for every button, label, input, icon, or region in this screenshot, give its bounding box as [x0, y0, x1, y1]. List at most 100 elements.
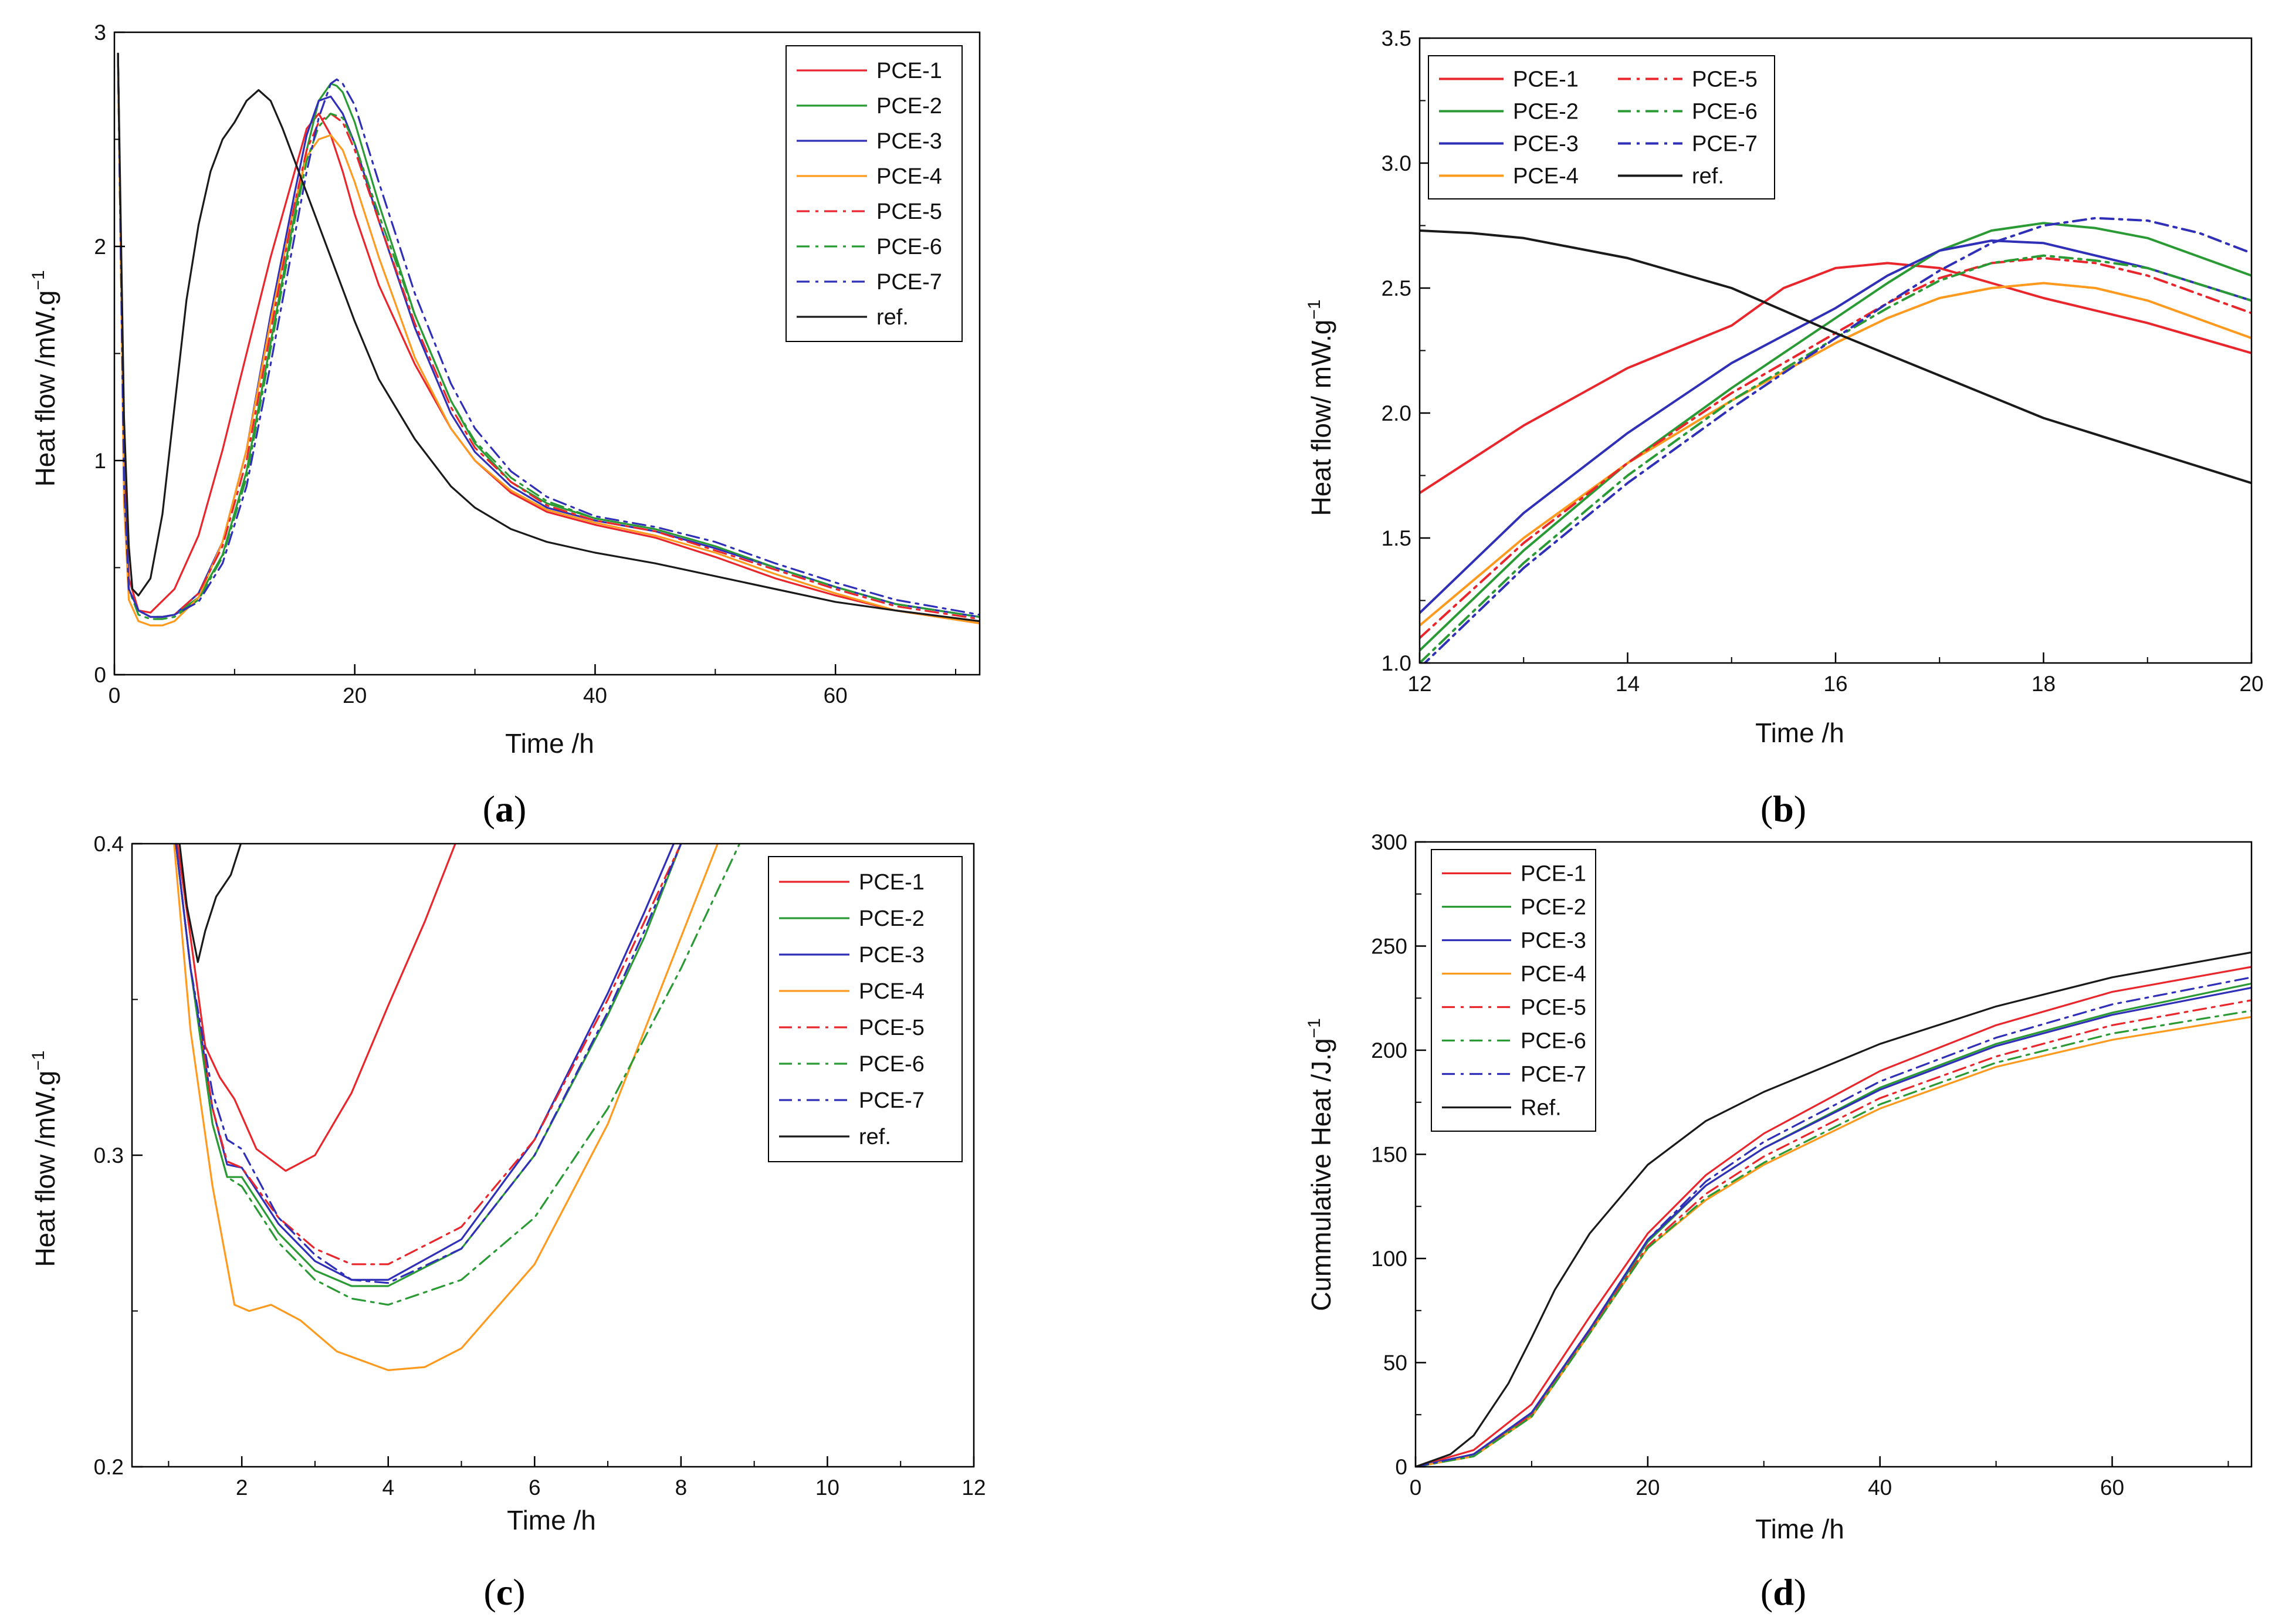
panel-c: 2 4 6 8 10 12 0.2 0.3 0.4 Time /h Heat flow /mW… — [29, 832, 986, 1613]
x-tick-label: 0 — [1410, 1476, 1422, 1500]
legend-label: PCE-3 — [876, 129, 942, 154]
series-line-pce6 — [117, 52, 980, 620]
x-tick-label: 12 — [961, 1476, 986, 1500]
y-tick-label: 0 — [1395, 1455, 1407, 1479]
legend-label: PCE-5 — [859, 1016, 925, 1040]
series-line-pce1 — [117, 52, 980, 624]
legend-label: PCE-1 — [1521, 862, 1586, 887]
x-tick-label: 4 — [382, 1476, 394, 1500]
y-tick-labels-b: 1.0 1.5 2.0 2.5 3.0 3.5 — [1382, 26, 1411, 675]
legend-label: PCE-6 — [859, 1052, 925, 1077]
series-line-pce4 — [117, 52, 980, 627]
x-tick-label: 0 — [109, 684, 121, 708]
legend-label: PCE-6 — [876, 235, 942, 259]
series-line-pce1 — [1420, 262, 2251, 495]
y-tick-label: 300 — [1371, 830, 1407, 854]
y-tick-label: 0.3 — [94, 1143, 124, 1168]
y-tick-label: 1 — [94, 449, 106, 473]
legend-label: PCE-2 — [1521, 895, 1586, 920]
x-tick-label: 40 — [1868, 1476, 1892, 1500]
series-line-ref — [1420, 229, 2251, 485]
series-line-pce7 — [117, 52, 980, 618]
legend-label: PCE-4 — [859, 979, 925, 1004]
y-axis-title-b: Heat flow/ mW.g−1 — [1305, 299, 1336, 516]
panel-label-b: (b) — [1760, 788, 1806, 830]
y-axis-title-d: Cummulative Heat /J.g−1 — [1305, 1018, 1336, 1311]
y-axis-title-a: Heat flow /mW.g−1 — [29, 270, 60, 486]
x-tick-label: 6 — [529, 1476, 541, 1500]
legend-b: PCE-1 PCE-5 PCE-2 PCE-6 PCE-3 PCE-7 PCE-4 ref. — [1428, 55, 1775, 199]
y-tick-labels-c: 0.2 0.3 0.4 — [94, 832, 124, 1479]
legend-c: PCE-1 PCE-2 PCE-3 PCE-4 PCE-5 PCE-6 PCE-7 ref. — [768, 856, 963, 1162]
panel-label-a: (a) — [483, 788, 527, 830]
y-tick-label: 2.5 — [1382, 276, 1411, 300]
legend-label: ref. — [876, 305, 909, 330]
panel-b: 12 14 16 18 20 1.0 1.5 2.0 2.5 3.0 3.5 Time /h He… — [1305, 26, 2264, 830]
y-tick-label: 2 — [94, 235, 106, 259]
y-tick-label: 0.4 — [94, 832, 124, 856]
x-tick-label: 12 — [1407, 672, 1431, 696]
x-tick-label: 40 — [583, 684, 607, 708]
series-group-c — [173, 844, 741, 1371]
x-axis-title-d: Time /h — [1755, 1514, 1844, 1544]
series-line-pce5 — [175, 844, 682, 1266]
series-group-d — [1416, 951, 2251, 1467]
x-axis-title-b: Time /h — [1755, 718, 1844, 748]
legend-label: PCE-1 — [1513, 67, 1579, 92]
series-line-pce2 — [175, 844, 682, 1287]
y-tick-label: 2.0 — [1382, 401, 1411, 425]
legend-label: PCE-3 — [859, 943, 925, 967]
legend-label: PCE-7 — [876, 270, 942, 295]
x-tick-label: 20 — [1636, 1476, 1660, 1500]
legend-label: PCE-4 — [1513, 164, 1579, 189]
legend-label: PCE-6 — [1692, 100, 1758, 124]
series-line-pce4 — [173, 844, 719, 1371]
legend-label: PCE-5 — [1521, 996, 1586, 1020]
x-tick-labels-c: 2 4 6 8 10 12 — [236, 1476, 986, 1500]
x-tick-labels-a: 0 20 40 60 — [109, 684, 848, 708]
legend-label: PCE-6 — [1521, 1029, 1586, 1054]
y-tick-label: 250 — [1371, 935, 1407, 959]
legend-label: PCE-7 — [859, 1088, 925, 1113]
series-line-pce7 — [175, 844, 682, 1284]
y-tick-label: 0 — [94, 663, 106, 687]
y-tick-label: 3.0 — [1382, 151, 1411, 175]
x-tick-label: 8 — [675, 1476, 688, 1500]
x-tick-label: 20 — [2239, 672, 2263, 696]
legend-label: PCE-7 — [1521, 1063, 1586, 1087]
x-tick-label: 16 — [1823, 672, 1847, 696]
legend-d: PCE-1 PCE-2 PCE-3 PCE-4 PCE-5 PCE-6 PCE-7 Ref. — [1431, 849, 1596, 1132]
x-tick-label: 60 — [2100, 1476, 2124, 1500]
series-group-a — [117, 52, 980, 627]
x-tick-labels-b: 12 14 16 18 20 — [1407, 672, 2263, 696]
y-tick-label: 200 — [1371, 1038, 1407, 1063]
series-line-pce3 — [1420, 239, 2251, 614]
x-tick-labels-d: 0 20 40 60 — [1410, 1476, 2124, 1500]
panel-d: 0 20 40 60 0 50 100 150 200 250 300 Time /h Cummu… — [1305, 830, 2253, 1613]
plot-d — [1414, 841, 2253, 1468]
y-tick-label: 150 — [1371, 1143, 1407, 1167]
panel-a: 0 20 40 60 0 1 2 3 Time /h Heat flow /mW.g−1 P… — [29, 21, 981, 830]
x-tick-label: 14 — [1616, 672, 1640, 696]
series-line-pce1 — [176, 844, 456, 1172]
series-line-pce6 — [1416, 1010, 2251, 1467]
legend-label: Ref. — [1521, 1096, 1562, 1121]
y-tick-label: 3.5 — [1382, 26, 1411, 50]
series-line-pce7 — [1423, 216, 2251, 663]
y-tick-label: 50 — [1383, 1351, 1407, 1375]
legend-label: PCE-2 — [876, 94, 942, 119]
series-line-pce7 — [1416, 976, 2251, 1467]
x-axis-title-c: Time /h — [507, 1505, 596, 1535]
y-tick-label: 0.2 — [94, 1455, 124, 1479]
x-tick-label: 18 — [2032, 672, 2056, 696]
legend-label: PCE-2 — [859, 906, 925, 931]
plot-b — [1418, 37, 2253, 664]
x-tick-label: 10 — [815, 1476, 839, 1500]
legend-label: PCE-4 — [876, 164, 942, 189]
legend-label: PCE-5 — [1692, 67, 1758, 92]
legend-label: PCE-2 — [1513, 100, 1579, 124]
x-tick-label: 60 — [824, 684, 848, 708]
series-line-pce5 — [1416, 999, 2251, 1467]
